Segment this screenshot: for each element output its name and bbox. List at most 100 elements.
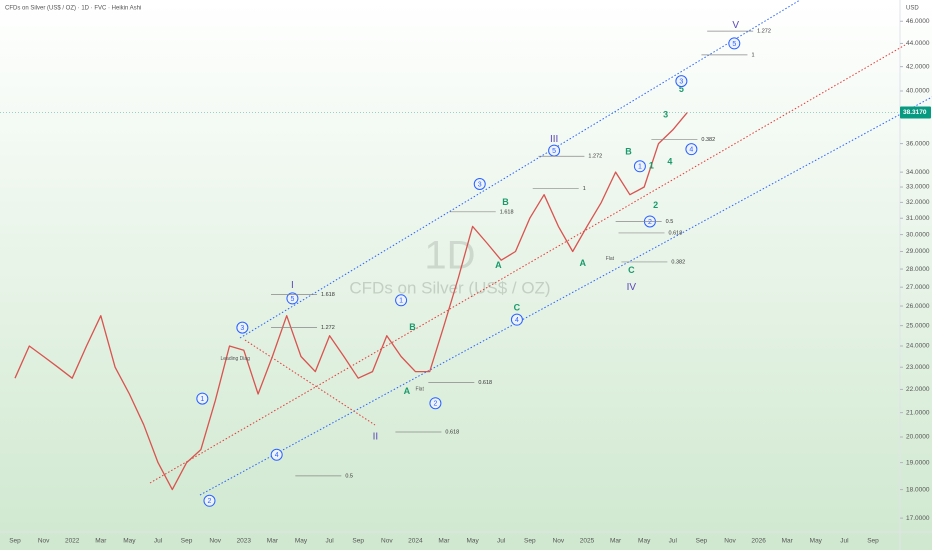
x-tick-label: May [295,538,308,545]
y-tick-label: 23.0000 [906,364,930,371]
last-price-tag [900,106,931,119]
y-tick-label: 19.0000 [906,459,930,466]
y-tick-label: 27.0000 [906,284,930,291]
last-price-label: 38.3170 [903,109,927,116]
degree-label: IV [627,282,637,293]
note: Leading Diag [220,356,250,362]
x-tick-label: 2022 [65,538,80,545]
y-tick-label: 26.0000 [906,303,930,310]
circled-label: 2 [208,498,212,505]
y-tick-label: 44.0000 [906,40,930,47]
fib-label: 0.618 [478,380,492,386]
circle-badge [685,143,698,156]
watermark-subtitle: CFDs on Silver (US$ / OZ) [349,278,550,297]
x-tick-label: Jul [325,538,334,545]
y-tick-label: 40.0000 [906,88,930,95]
circled-label: 4 [689,147,693,154]
wave-label: 3 [663,110,668,120]
y-tick-label: 22.0000 [906,386,930,393]
x-tick-label: May [638,538,651,545]
x-tick-label: Nov [724,538,736,545]
y-tick-label: 28.0000 [906,266,930,273]
y-tick-label: 25.0000 [906,322,930,329]
note: Flat [606,256,615,262]
y-tick-label: 20.0000 [906,434,930,441]
circle-badge [728,37,741,50]
y-tick-label: 36.0000 [906,140,930,147]
wave-label: A [404,386,411,396]
x-tick-label: Mar [95,538,107,545]
x-tick-label: Nov [209,538,221,545]
x-tick-label: 2025 [580,538,595,545]
note: Flat [416,387,425,393]
circled-label: 1 [399,298,403,305]
x-tick-label: Sep [181,538,193,545]
x-tick-label: Sep [696,538,708,545]
fib-label: 1.272 [588,154,602,160]
x-tick-label: Mar [782,538,794,545]
circled-label: 4 [275,452,279,459]
wave-label: B [625,146,632,156]
fib-label: 1 [751,52,754,58]
circle-badge [675,75,688,88]
x-tick-label: 2024 [408,538,423,545]
circled-label: 1 [200,396,204,403]
fib-label: 1.272 [757,29,771,35]
fib-label: 0.618 [669,230,683,236]
circled-label: 2 [648,219,652,226]
x-tick-label: May [810,538,823,545]
wave-label: B [409,322,416,332]
x-tick-label: Jul [840,538,849,545]
circle-badge [510,313,523,326]
circled-label: 5 [290,296,294,303]
circled-label: 4 [515,317,519,324]
wave-label: 1 [649,161,654,171]
correction-line [244,339,376,426]
circled-label: 5 [732,41,736,48]
y-tick-label: 29.0000 [906,248,930,255]
fib-label: 1.272 [321,325,335,331]
wave-label: A [495,260,502,270]
circle-badge [236,321,249,334]
circle-badge [196,392,209,405]
fib-label: 1 [583,186,586,192]
lower-channel [199,96,932,496]
circle-badge [286,292,299,305]
x-tick-label: Sep [9,538,21,545]
x-tick-label: Jul [669,538,678,545]
fib-label: 0.382 [701,137,715,143]
upper-channel [239,0,801,339]
chart-title: CFDs on Silver (US$ / OZ) · 1D · FVC · H… [5,6,141,12]
y-tick-label: 30.0000 [906,231,930,238]
degree-label: II [373,432,379,443]
circle-badge [395,294,408,307]
watermark: 1D [424,234,475,278]
x-tick-label: May [123,538,136,545]
x-tick-label: Mar [438,538,450,545]
axis-unit: USD [906,6,919,12]
circled-label: 1 [638,164,642,171]
price-line [14,112,688,491]
circle-badge [633,160,646,173]
x-tick-label: Jul [154,538,163,545]
degree-label: III [550,134,558,145]
circle-badge [473,178,486,191]
x-tick-label: Mar [267,538,279,545]
circled-label: 5 [552,148,556,155]
circle-badge [429,397,442,410]
x-tick-label: 2023 [237,538,252,545]
x-tick-label: Nov [38,538,50,545]
circle-badge [270,448,283,461]
fib-label: 0.5 [345,473,353,479]
degree-label: I [291,280,294,291]
x-tick-label: Nov [381,538,393,545]
x-tick-label: Sep [524,538,536,545]
channels [149,0,932,496]
y-tick-label: 34.0000 [906,169,930,176]
degree-label: V [732,20,739,31]
x-tick-label: Mar [610,538,622,545]
y-tick-label: 24.0000 [906,343,930,350]
wave-label: 4 [667,156,672,166]
